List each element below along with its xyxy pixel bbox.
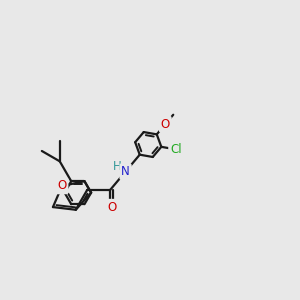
Text: H: H (113, 160, 122, 173)
Text: O: O (57, 179, 67, 193)
Text: Cl: Cl (170, 143, 182, 156)
Text: O: O (108, 201, 117, 214)
Text: O: O (161, 118, 170, 131)
Text: N: N (121, 165, 130, 178)
